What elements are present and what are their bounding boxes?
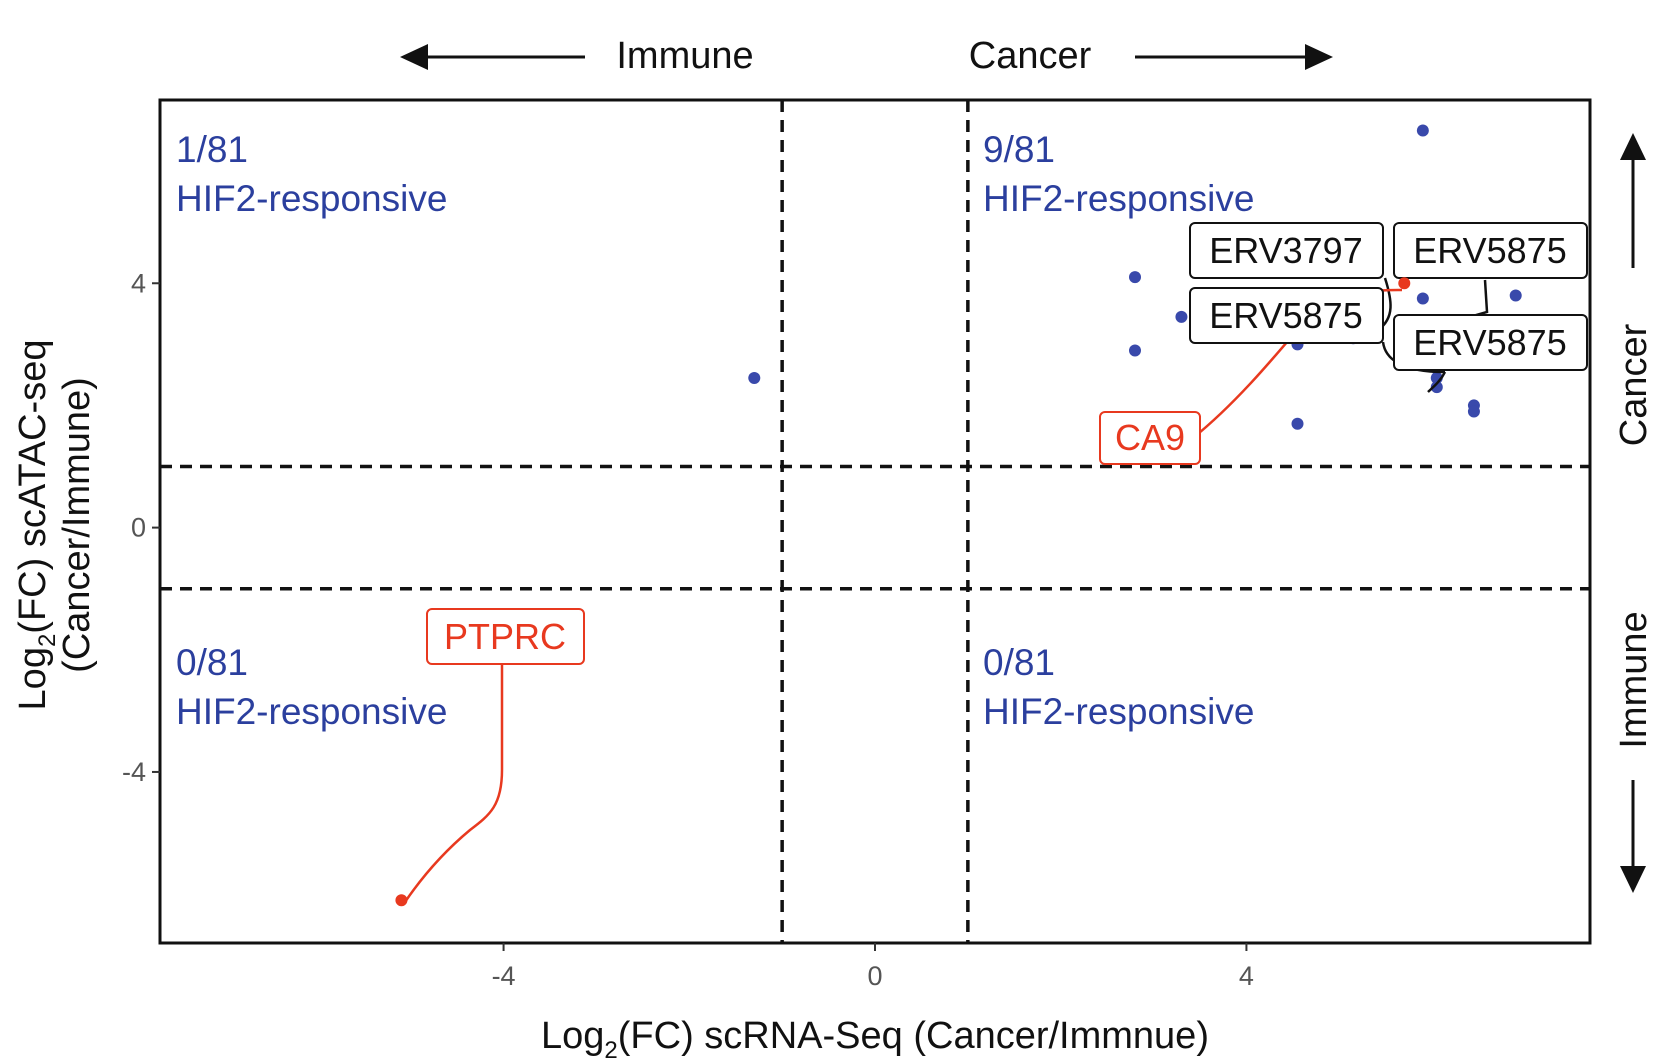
x-axis-title: Log2(FC) scRNA-Seq (Cancer/Immnue) [541, 1015, 1209, 1060]
right-direction-indicators: Cancer Immune [1613, 133, 1655, 893]
ptprc-connector [403, 665, 504, 903]
label-box-ptprc [426, 608, 585, 665]
x-tick-label: -4 [492, 961, 516, 991]
data-point [748, 371, 761, 384]
y-axis-ticks: -4 0 4 [122, 268, 160, 787]
label-erv3797: ERV3797 [1209, 230, 1362, 271]
y-axis-title-line1: Log2(FC) scATAC-seq [12, 340, 61, 711]
label-box-erv3797 [1189, 222, 1384, 279]
top-direction-indicators: Immune Cancer [400, 35, 1333, 77]
data-point [1129, 271, 1141, 284]
data-points [748, 124, 1522, 430]
label-box-erv5875-a [1393, 222, 1588, 279]
label-erv5875-a: ERV5875 [1413, 230, 1566, 271]
data-point [1291, 417, 1304, 430]
direction-label-cancer-top: Cancer [969, 35, 1092, 77]
highlight-point-ca9 [1398, 277, 1411, 290]
highlighted-points [395, 277, 1411, 907]
y-axis-title-subscript: 2 [34, 634, 61, 647]
highlight-point-ptprc [395, 894, 408, 907]
immune-arrow-head [400, 44, 428, 70]
data-point [1467, 405, 1480, 418]
label-erv5875-b: ERV5875 [1209, 295, 1362, 336]
y-tick-label: 4 [131, 268, 146, 298]
y-axis-title: Log2(FC) scATAC-seq (Cancer/Immune) [12, 340, 98, 711]
x-axis-ticks: -4 0 4 [492, 943, 1254, 991]
label-erv5875-c: ERV5875 [1413, 322, 1566, 363]
y-tick-label: 0 [131, 513, 146, 543]
immune-down-arrow-head [1620, 866, 1646, 893]
quadrant-text-bottom-right: HIF2-responsive [983, 691, 1254, 732]
erv-connector-2 [1465, 279, 1489, 320]
data-point [1175, 310, 1188, 323]
quadrant-text-top-right: HIF2-responsive [983, 178, 1254, 219]
cancer-arrow-head [1305, 44, 1333, 70]
cancer-up-arrow-head [1620, 133, 1646, 160]
label-box-ca9 [1099, 411, 1201, 465]
y-axis-title-line2: (Cancer/Immune) [56, 377, 98, 673]
data-point [1509, 289, 1522, 302]
label-ptprc: PTPRC [444, 616, 566, 657]
direction-label-cancer-right: Cancer [1613, 323, 1655, 446]
quadrant-text-bottom-left: HIF2-responsive [176, 691, 447, 732]
quadrant-count-bottom-left: 0/81 [176, 642, 248, 683]
annotation-labels: ERV3797 ERV5875 ERV5875 ERV5875 CA9 PTPR… [426, 222, 1588, 665]
y-tick-label: -4 [122, 757, 146, 787]
label-box-erv5875-b [1189, 287, 1384, 344]
data-point [1416, 292, 1429, 305]
quadrant-count-top-right: 9/81 [983, 129, 1055, 170]
x-tick-label: 0 [867, 961, 882, 991]
data-point [1416, 124, 1429, 137]
quadrant-labels: 1/81 HIF2-responsive 9/81 HIF2-responsiv… [176, 129, 1254, 732]
label-ca9: CA9 [1115, 417, 1185, 458]
x-tick-label: 4 [1239, 961, 1254, 991]
threshold-lines [160, 100, 1590, 943]
x-axis-title-subscript: 2 [604, 1037, 617, 1060]
direction-label-immune-top: Immune [616, 35, 753, 77]
quadrant-text-top-left: HIF2-responsive [176, 178, 447, 219]
erv-connector-4 [1427, 371, 1447, 393]
direction-label-immune-right: Immune [1613, 611, 1655, 748]
data-point [1430, 381, 1443, 394]
quadrant-count-top-left: 1/81 [176, 129, 248, 170]
label-box-erv5875-c [1393, 314, 1588, 371]
quadrant-count-bottom-right: 0/81 [983, 642, 1055, 683]
data-point [1129, 344, 1141, 357]
